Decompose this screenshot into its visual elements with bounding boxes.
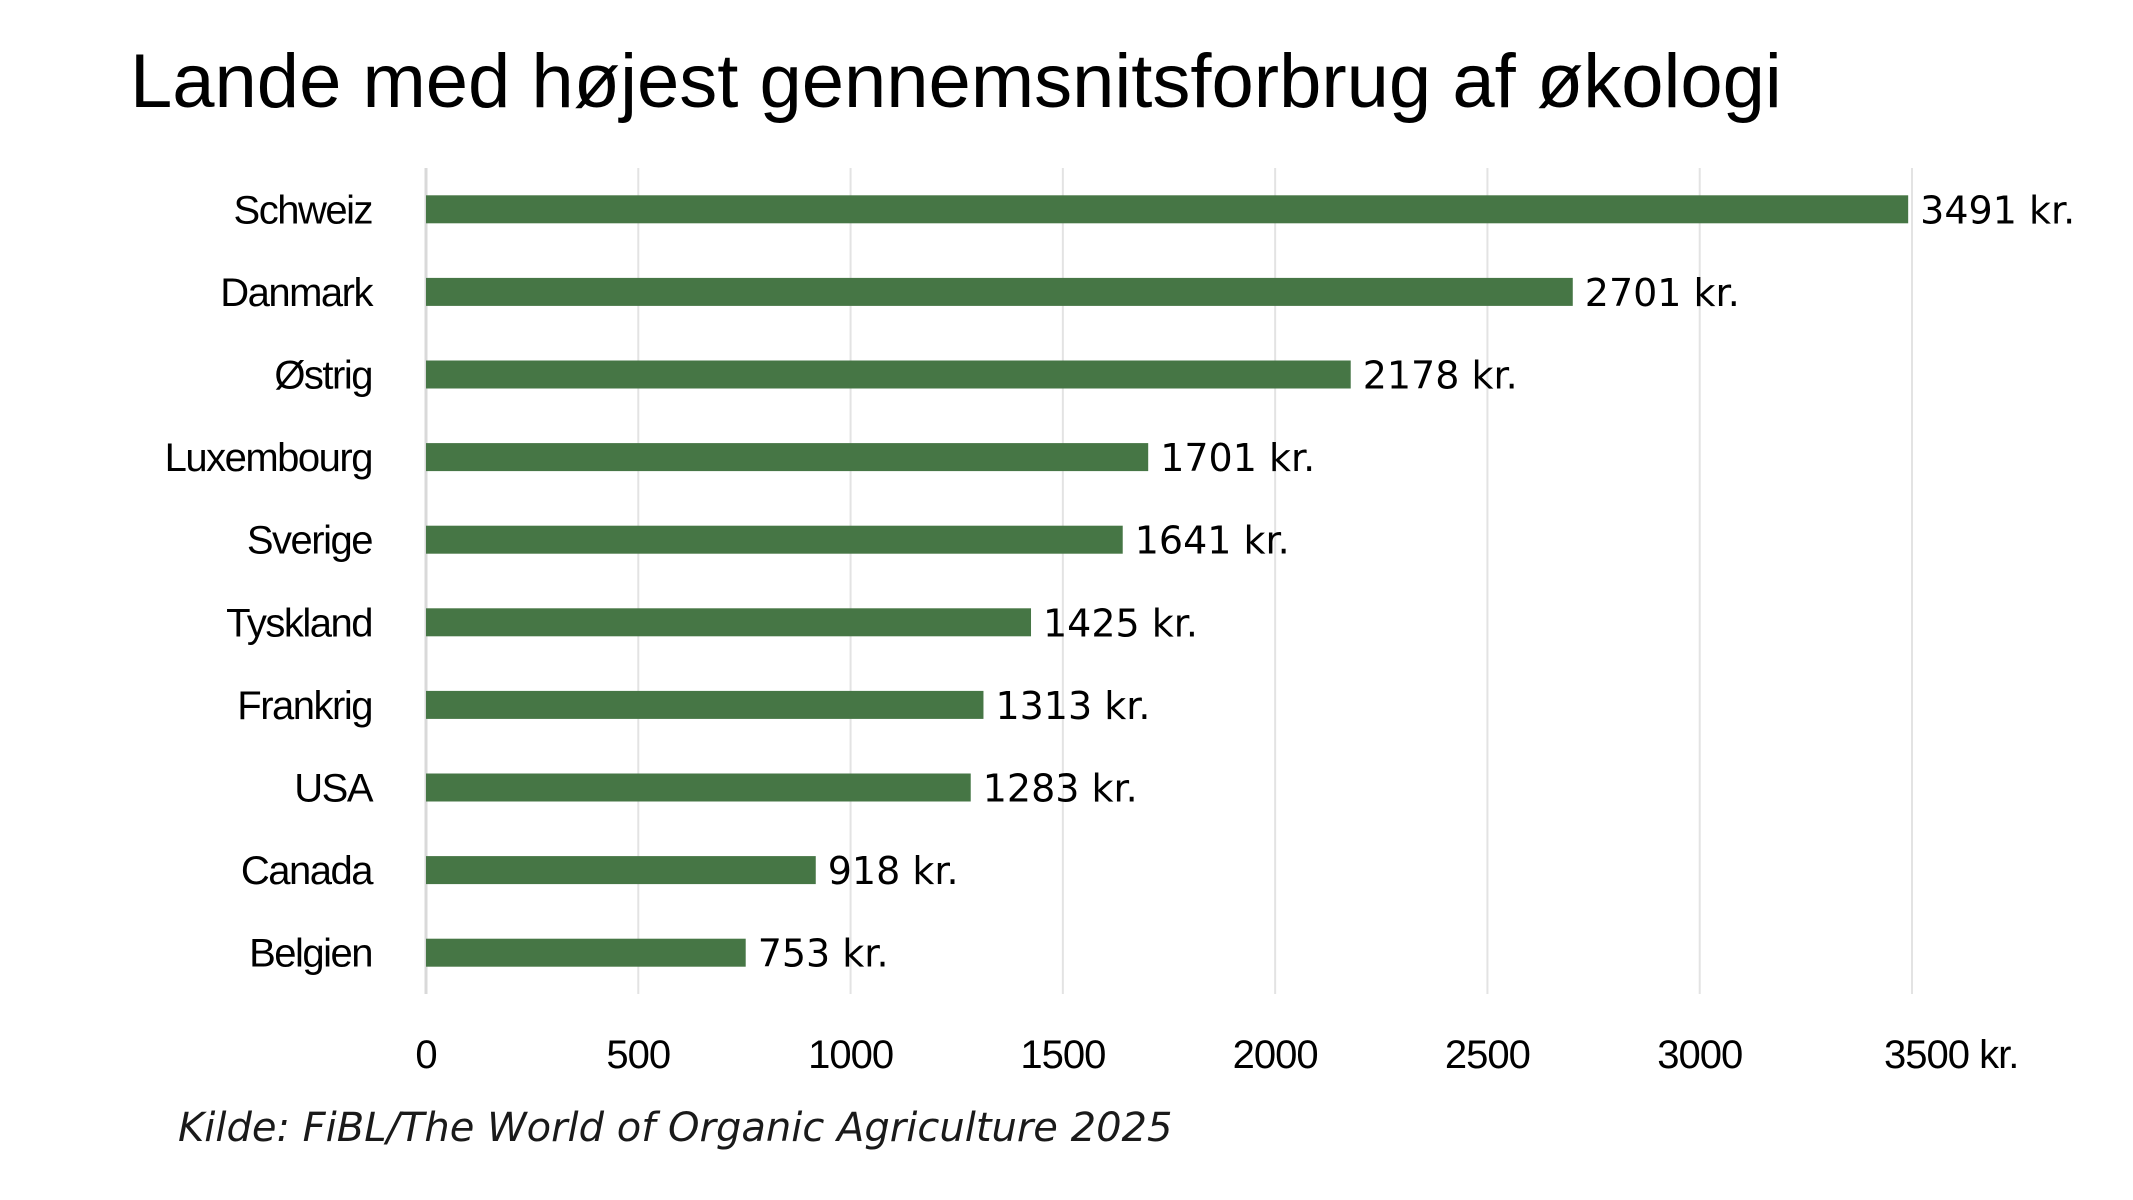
data-label: 1641 kr. bbox=[1135, 519, 1290, 563]
category-label: Belgien bbox=[249, 932, 372, 976]
bar bbox=[426, 443, 1149, 472]
category-label: Tyskland bbox=[226, 601, 372, 645]
bar bbox=[426, 525, 1123, 554]
category-label: Schweiz bbox=[234, 188, 373, 232]
bar bbox=[426, 608, 1032, 637]
data-label: 918 kr. bbox=[828, 849, 959, 893]
data-label: 2178 kr. bbox=[1363, 354, 1518, 398]
category-label: Luxembourg bbox=[165, 436, 372, 480]
data-label: 1283 kr. bbox=[983, 767, 1138, 811]
bar bbox=[426, 690, 984, 719]
x-tick-label: 3500 kr. bbox=[1884, 1033, 2018, 1077]
data-labels: 3491 kr. 2701 kr. 2178 kr. 1701 kr. 1641 kr.… bbox=[758, 188, 2075, 975]
chart-title: Lande med højest gennemsnitsforbrug af ø… bbox=[130, 39, 1782, 124]
bar bbox=[426, 938, 746, 967]
x-tick-label: 1000 bbox=[808, 1033, 893, 1077]
x-tick-label: 3000 bbox=[1657, 1033, 1742, 1077]
data-label: 1425 kr. bbox=[1043, 601, 1198, 645]
x-tick-label: 1500 bbox=[1020, 1033, 1105, 1077]
x-tick-labels: 0 500 1000 1500 2000 2500 3000 3500 kr. bbox=[415, 1033, 2019, 1077]
source-note: Kilde: FiBL/The World of Organic Agricul… bbox=[178, 1105, 1173, 1151]
bar bbox=[426, 773, 971, 802]
category-labels: Schweiz Danmark Østrig Luxembourg Sverige Tys… bbox=[165, 188, 376, 976]
category-label: Sverige bbox=[247, 519, 372, 563]
data-label: 3491 kr. bbox=[1920, 188, 2075, 232]
x-tick-label: 2000 bbox=[1233, 1033, 1318, 1077]
data-label: 1313 kr. bbox=[995, 684, 1150, 728]
bars bbox=[426, 195, 1909, 967]
category-label: USA bbox=[294, 767, 374, 811]
x-tick-label: 0 bbox=[415, 1033, 436, 1077]
category-label: Østrig bbox=[274, 354, 372, 398]
x-tick-label: 2500 bbox=[1445, 1033, 1530, 1077]
category-label: Canada bbox=[241, 849, 374, 893]
bar bbox=[426, 195, 1909, 224]
x-tick-label: 500 bbox=[606, 1033, 670, 1077]
bar bbox=[426, 856, 816, 885]
category-label: Frankrig bbox=[237, 684, 372, 728]
data-label: 2701 kr. bbox=[1585, 271, 1740, 315]
category-label: Danmark bbox=[220, 271, 374, 315]
data-label: 1701 kr. bbox=[1160, 436, 1315, 480]
bar bbox=[426, 360, 1351, 389]
bar bbox=[426, 277, 1573, 306]
data-label: 753 kr. bbox=[758, 932, 889, 976]
